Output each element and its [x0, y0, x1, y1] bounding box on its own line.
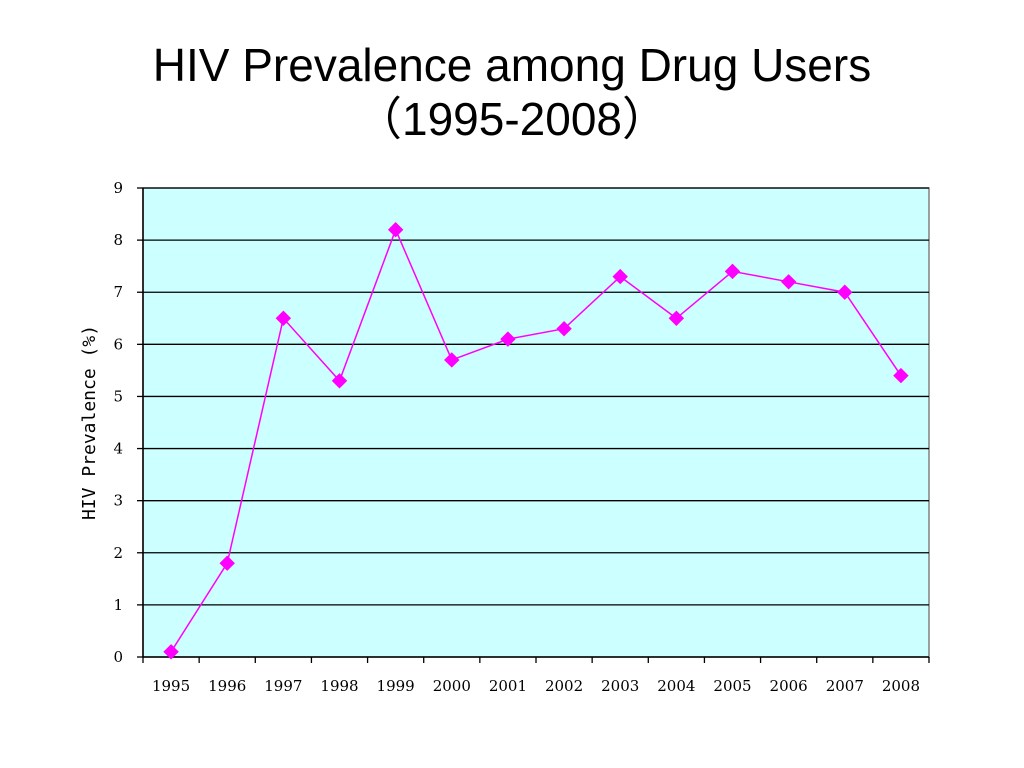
x-tick-label: 1997 [264, 677, 302, 695]
x-tick-label: 1995 [152, 677, 190, 695]
data-point-marker [837, 284, 853, 300]
y-tick-label: 1 [113, 596, 123, 614]
y-tick-label: 3 [113, 492, 123, 510]
x-tick-label: 2001 [489, 677, 527, 695]
data-point-marker [275, 310, 292, 326]
gridlines [143, 187, 929, 606]
data-point-marker [780, 274, 797, 290]
data-point-marker [163, 644, 179, 660]
x-tick-label: 2003 [601, 677, 639, 695]
data-point-marker [668, 310, 685, 326]
x-tick-label: 2008 [882, 677, 920, 695]
data-point-marker [387, 221, 404, 238]
x-tick-label: 2002 [545, 677, 583, 695]
y-tick-label: 5 [113, 387, 123, 405]
data-point-marker [612, 268, 628, 285]
chart-title: HIV Prevalence among Drug Users （1995-20… [0, 38, 1024, 146]
chart-title-line-2: （1995-2008） [356, 93, 668, 145]
data-point-marker [556, 320, 572, 337]
series-line-path [170, 227, 902, 653]
x-tick-label: 2000 [433, 677, 471, 695]
data-point-marker [500, 331, 516, 347]
plot-area [142, 187, 930, 658]
y-tick-label: 6 [113, 335, 123, 353]
x-tick-label: 1998 [320, 677, 358, 695]
x-tick-labels: 1995 1996 1997 1998 1999 2000 2001 2002 2003 2004… [152, 677, 920, 695]
data-markers [163, 221, 909, 660]
x-tick-label: 2006 [770, 677, 808, 695]
data-point-marker [444, 352, 460, 368]
y-tick-label: 7 [113, 283, 123, 301]
data-point-marker [331, 373, 348, 389]
data-point-marker [724, 263, 741, 280]
data-point-marker [219, 555, 235, 571]
chart-title-line-1: HIV Prevalence among Drug Users [152, 39, 872, 91]
x-tick-label: 2007 [826, 677, 864, 695]
y-tick-label: 0 [113, 648, 123, 666]
y-tick-label: 9 [113, 179, 123, 197]
y-tick-label: 2 [113, 544, 123, 562]
x-tick-label: 1999 [377, 677, 415, 695]
x-tick-label: 2004 [657, 677, 695, 695]
y-axis-label: HIV Prevalence (%) [79, 325, 100, 520]
x-tick-label: 2005 [713, 677, 751, 695]
series-line [170, 227, 902, 653]
y-tick-label: 4 [113, 440, 123, 458]
y-tick-label: 8 [113, 231, 123, 249]
axes [137, 187, 930, 663]
y-tick-labels: 0 1 2 3 4 5 6 7 8 9 [113, 179, 123, 666]
x-tick-label: 1996 [208, 677, 246, 695]
data-point-marker [893, 367, 909, 384]
